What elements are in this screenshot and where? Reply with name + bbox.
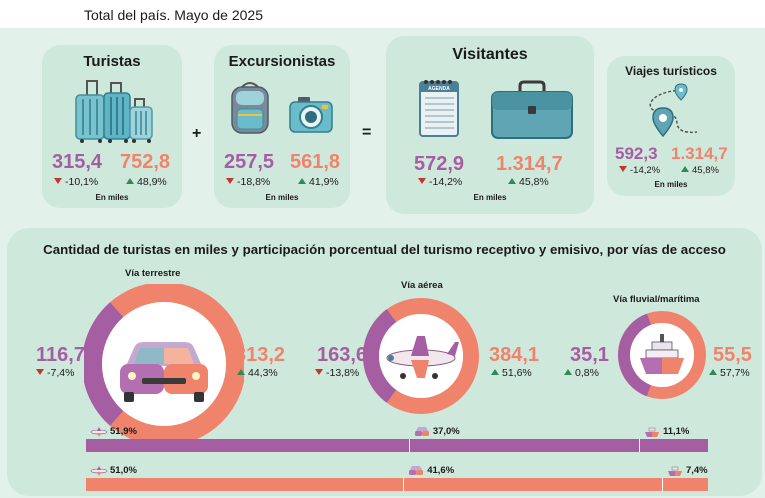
backpack-icon — [231, 82, 269, 134]
up-arrow-icon — [709, 369, 717, 375]
visitantes-receptive-change: -14,2% — [418, 176, 462, 188]
down-arrow-icon — [54, 178, 62, 184]
via-terrestre-emissive-value: 313,2 — [235, 344, 286, 366]
vias-de-acceso-section: Cantidad de turistas en miles y particip… — [7, 228, 762, 496]
via-aerea-emissive-change: 51,6% — [491, 367, 532, 379]
plane-icon — [90, 466, 108, 476]
emissive-bar-segment — [403, 478, 662, 491]
car-icon — [409, 466, 424, 475]
down-arrow-icon — [36, 369, 44, 375]
unit-label: En miles — [265, 193, 299, 202]
car-icon — [120, 342, 208, 402]
emissive-bar-segment — [661, 478, 708, 491]
excursionistas-emissive-value: 561,8 — [290, 151, 341, 173]
section-title: Cantidad de turistas en miles y particip… — [43, 242, 726, 257]
emissive-bar-segment — [86, 478, 404, 491]
viajes-receptive-value: 592,3 — [615, 144, 658, 163]
viajes-emissive-value: 1.314,7 — [671, 144, 728, 163]
plus-operator: + — [192, 125, 202, 142]
card-title: Excursionistas — [228, 53, 336, 70]
visitantes-receptive-value: 572,9 — [414, 153, 465, 175]
receptive-arc — [363, 298, 479, 414]
up-arrow-icon — [298, 178, 306, 184]
visitantes-emissive-change: 45,8% — [508, 176, 549, 188]
card-title: Turistas — [83, 53, 141, 70]
via-fluvial-receptive-change: 0,8% — [564, 367, 599, 379]
car-icon — [414, 427, 429, 436]
route-icon — [649, 83, 698, 138]
plane-icon — [90, 427, 108, 437]
down-arrow-icon — [226, 178, 234, 184]
unit-label: En miles — [95, 193, 129, 202]
excursionistas-receptive-value: 257,5 — [224, 151, 275, 173]
via-aerea-receptive-value: 163,6 — [317, 344, 368, 366]
briefcase-icon — [491, 80, 573, 139]
emissive-bar-label: 41,6% — [427, 465, 455, 476]
svg-text:AGENDA: AGENDA — [428, 86, 450, 92]
receptive-bar-segment — [638, 439, 708, 452]
receptive-bar-segment — [86, 439, 409, 452]
via-fluvial-maritima-donut — [618, 311, 706, 399]
emissive-bar-label: 7,4% — [685, 465, 708, 476]
via-aerea-receptive-change: -13,8% — [315, 367, 359, 379]
card-viajes-turisticos: Viajes turísticos 592,3 1.314,7 -14,2% 4… — [607, 56, 735, 196]
receptive-bar-label: 51,9% — [110, 426, 137, 437]
card-visitantes: Visitantes AGENDA 572,9 1.314,7 -14,2% 4… — [386, 36, 594, 214]
viajes-emissive-change: 45,8% — [681, 165, 719, 176]
down-arrow-icon — [619, 166, 627, 172]
via-terrestre-receptive-change: -7,4% — [36, 367, 74, 379]
card-title: Visitantes — [452, 46, 528, 63]
card-turistas: Turistas 315,4 752,8 -10,1% 48,9% En mil… — [42, 45, 182, 208]
via-fluvial-receptive-value: 35,1 — [570, 344, 609, 366]
excursionistas-emissive-change: 41,9% — [298, 176, 339, 188]
up-arrow-icon — [681, 166, 689, 172]
via-aerea-label: Vía aérea — [401, 280, 443, 291]
up-arrow-icon — [237, 369, 245, 375]
visitantes-emissive-value: 1.314,7 — [496, 153, 563, 175]
equals-operator: = — [362, 124, 372, 141]
up-arrow-icon — [126, 178, 134, 184]
turistas-emissive-value: 752,8 — [120, 151, 171, 173]
unit-label: En miles — [654, 180, 688, 189]
via-aerea-donut — [363, 298, 479, 414]
via-terrestre-receptive-value: 116,7 — [36, 344, 85, 366]
receptive-share-bar: 51,9% 37,0% 11,1% — [86, 426, 708, 452]
via-fluvial-emissive-change: 57,7% — [709, 367, 750, 379]
up-arrow-icon — [564, 369, 572, 375]
plane-icon — [386, 336, 459, 379]
luggage-icon — [75, 80, 153, 143]
via-fluvial-emissive-value: 55,5 — [713, 344, 752, 366]
card-title: Viajes turísticos — [625, 64, 717, 78]
receptive-bar-label: 37,0% — [432, 426, 460, 437]
receptive-bar-segment — [408, 439, 639, 452]
turistas-receptive-value: 315,4 — [52, 151, 103, 173]
via-fluvial-maritima-label: Vía fluvial/marítima — [613, 294, 700, 305]
unit-label: En miles — [473, 193, 507, 202]
emissive-share-bar: 51,0% 41,6% 7,4% — [86, 465, 708, 491]
emissive-bar-label: 51,0% — [110, 465, 137, 476]
page-subtitle: Total del país. Mayo de 2025 — [84, 7, 264, 23]
up-arrow-icon — [491, 369, 499, 375]
down-arrow-icon — [418, 178, 426, 184]
excursionistas-receptive-change: -18,8% — [226, 176, 270, 188]
ship-icon — [640, 334, 684, 374]
viajes-receptive-change: -14,2% — [619, 165, 660, 176]
card-excursionistas: Excursionistas 257,5 561,8 -18,8% 41,9% … — [214, 45, 350, 208]
down-arrow-icon — [315, 369, 323, 375]
ship-icon — [667, 466, 682, 476]
up-arrow-icon — [508, 178, 516, 184]
agenda-icon: AGENDA — [419, 80, 459, 137]
turistas-emissive-change: 48,9% — [126, 176, 167, 188]
via-terrestre-label: Vía terrestre — [125, 268, 181, 279]
via-terrestre-emissive-change: 44,3% — [237, 367, 278, 379]
via-aerea-emissive-value: 384,1 — [489, 344, 540, 366]
ship-icon — [644, 427, 659, 437]
camera-icon — [289, 97, 333, 133]
receptive-bar-label: 11,1% — [662, 426, 690, 437]
via-terrestre-donut — [84, 284, 244, 444]
turistas-receptive-change: -10,1% — [54, 176, 98, 188]
